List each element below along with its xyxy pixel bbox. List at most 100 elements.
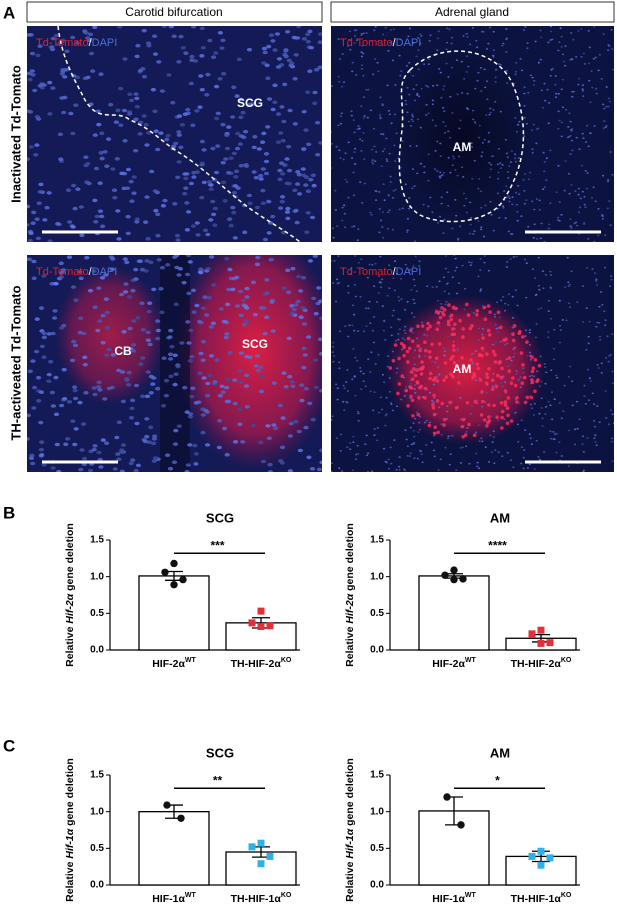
nucleus [489, 168, 492, 171]
nucleus [542, 287, 545, 290]
nucleus [250, 280, 257, 285]
nucleus [567, 285, 570, 288]
nucleus [244, 286, 250, 291]
nucleus [263, 171, 270, 176]
nucleus [577, 187, 581, 190]
nucleus [397, 333, 400, 335]
nucleus [418, 428, 421, 431]
nucleus [587, 335, 590, 338]
nucleus [406, 455, 409, 457]
tomato-cell [479, 413, 484, 417]
nucleus [485, 80, 489, 82]
nucleus [388, 377, 391, 379]
tomato-cell [507, 356, 512, 360]
category: HIF-2α [152, 658, 185, 670]
nucleus [437, 366, 440, 369]
nucleus [435, 286, 438, 288]
nucleus [280, 172, 286, 176]
tomato-cell [481, 399, 485, 404]
nucleus [224, 385, 230, 390]
column-header: Adrenal gland [435, 5, 509, 19]
nucleus [187, 443, 193, 447]
nucleus [201, 180, 207, 185]
nucleus [133, 117, 139, 122]
nucleus [494, 76, 497, 79]
nucleus [434, 124, 437, 127]
nucleus [62, 397, 68, 401]
nucleus [27, 157, 31, 161]
nucleus [370, 148, 374, 151]
nucleus [343, 212, 346, 215]
nucleus [237, 407, 243, 412]
nucleus [343, 204, 346, 207]
nucleus [210, 146, 216, 151]
nucleus [148, 391, 154, 395]
nucleus [365, 32, 368, 34]
nucleus [298, 289, 304, 293]
tomato-cell [485, 352, 489, 356]
nucleus [420, 35, 423, 37]
nucleus [522, 29, 526, 31]
nucleus [491, 343, 495, 346]
nucleus [353, 283, 356, 286]
nucleus [547, 299, 551, 302]
nucleus [59, 270, 65, 275]
tomato-cell [423, 386, 428, 391]
nucleus [596, 321, 599, 324]
nucleus [492, 372, 495, 375]
nucleus [467, 108, 470, 111]
nucleus [569, 218, 572, 221]
nucleus [331, 462, 333, 465]
nucleus [515, 373, 518, 375]
boundary [398, 50, 525, 223]
nucleus [221, 180, 227, 185]
nucleus [409, 382, 413, 385]
nucleus [176, 60, 182, 64]
tomato-cell [483, 418, 487, 422]
nucleus [81, 331, 87, 336]
nucleus [336, 387, 339, 390]
nucleus [409, 426, 412, 429]
nucleus [398, 299, 401, 302]
nucleus [461, 446, 464, 449]
nucleus [384, 339, 387, 341]
nucleus [342, 384, 345, 387]
nucleus [151, 437, 157, 441]
nucleus [364, 443, 367, 446]
nucleus [584, 402, 587, 405]
nucleus [120, 399, 126, 404]
nucleus [533, 375, 536, 378]
nucleus [241, 322, 247, 327]
tomato-cell [406, 336, 411, 341]
tomato-cell [503, 403, 508, 407]
nucleus [528, 463, 531, 466]
nucleus [87, 288, 94, 293]
tomato-cell [432, 378, 436, 382]
nucleus [507, 293, 511, 296]
nucleus [46, 379, 52, 384]
nucleus [227, 351, 233, 355]
nucleus [597, 69, 600, 72]
nucleus [360, 55, 364, 58]
nucleus [516, 123, 520, 126]
nucleus [593, 420, 596, 422]
nucleus [382, 329, 385, 332]
nucleus [554, 96, 558, 99]
nucleus [571, 91, 574, 93]
nucleus [176, 424, 182, 429]
nucleus [48, 359, 54, 364]
nucleus [354, 295, 358, 298]
region-label: SCG [237, 96, 263, 110]
nucleus [594, 434, 597, 437]
nucleus [455, 214, 458, 217]
nucleus [492, 54, 495, 57]
tomato-cell [430, 342, 434, 347]
nucleus [141, 114, 147, 118]
tomato-cell [483, 317, 488, 322]
nucleus [59, 96, 65, 100]
nucleus [553, 398, 556, 401]
tomato-cell [432, 393, 436, 398]
nucleus [294, 220, 300, 225]
tomato-cell [419, 384, 424, 389]
nucleus [569, 365, 572, 368]
